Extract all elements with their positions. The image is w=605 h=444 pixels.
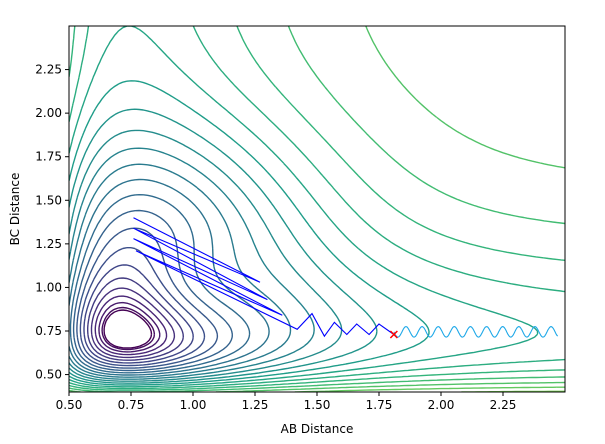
x-tick-label: 0.75	[118, 398, 145, 412]
x-axis-label: AB Distance	[281, 422, 354, 436]
contour-level	[69, 26, 565, 392]
contour-level	[69, 163, 292, 378]
x-tick-label: 1.50	[304, 398, 331, 412]
trajectory	[133, 217, 559, 338]
contour-level	[69, 26, 565, 392]
x-tick-label: 2.00	[428, 398, 455, 412]
end-marker	[389, 330, 398, 339]
x-marker	[389, 330, 398, 339]
contour-level	[69, 108, 378, 384]
contour-level	[69, 194, 251, 374]
contour-level	[101, 306, 156, 351]
x-axis-ticks: 0.50 0.75 1.00 1.25 1.50 1.75 2.00 2.25	[56, 392, 517, 412]
y-tick-label: 1.50	[35, 193, 62, 207]
x-tick-label: 1.25	[242, 398, 269, 412]
x-tick-label: 1.75	[366, 398, 393, 412]
contour-level	[76, 227, 219, 369]
contour-level	[69, 80, 430, 386]
contour-level	[90, 287, 176, 359]
contour-level	[69, 147, 315, 380]
y-tick-label: 0.50	[35, 368, 62, 382]
plot-frame	[68, 25, 566, 393]
contour-level	[103, 309, 153, 349]
contour-level	[294, 386, 565, 392]
contour-level	[94, 295, 168, 356]
y-tick-label: 1.75	[35, 150, 62, 164]
contour-level	[87, 277, 184, 361]
y-tick-label: 2.00	[35, 106, 62, 120]
contour-level	[69, 178, 270, 376]
y-tick-label: 0.75	[35, 324, 62, 338]
x-tick-label: 1.00	[180, 398, 207, 412]
contour-level	[98, 301, 161, 353]
contour-level	[69, 26, 539, 388]
contour-level	[72, 209, 233, 372]
trajectory-late	[393, 326, 559, 338]
y-axis-ticks: 0.50 0.75 1.00 1.25 1.50 1.75 2.00 2.25	[35, 63, 69, 382]
contour-level	[69, 129, 343, 382]
x-tick-label: 0.50	[56, 398, 83, 412]
y-axis-label: BC Distance	[8, 173, 22, 246]
x-tick-label: 2.25	[490, 398, 517, 412]
y-tick-label: 1.00	[35, 280, 62, 294]
contour-level	[69, 26, 565, 390]
y-tick-label: 2.25	[35, 63, 62, 77]
contour-level	[79, 247, 206, 367]
trajectory-early	[133, 217, 395, 338]
y-tick-label: 1.25	[35, 237, 62, 251]
contour-lines	[69, 26, 565, 392]
contour-level	[69, 26, 565, 391]
contour-level	[83, 264, 194, 364]
